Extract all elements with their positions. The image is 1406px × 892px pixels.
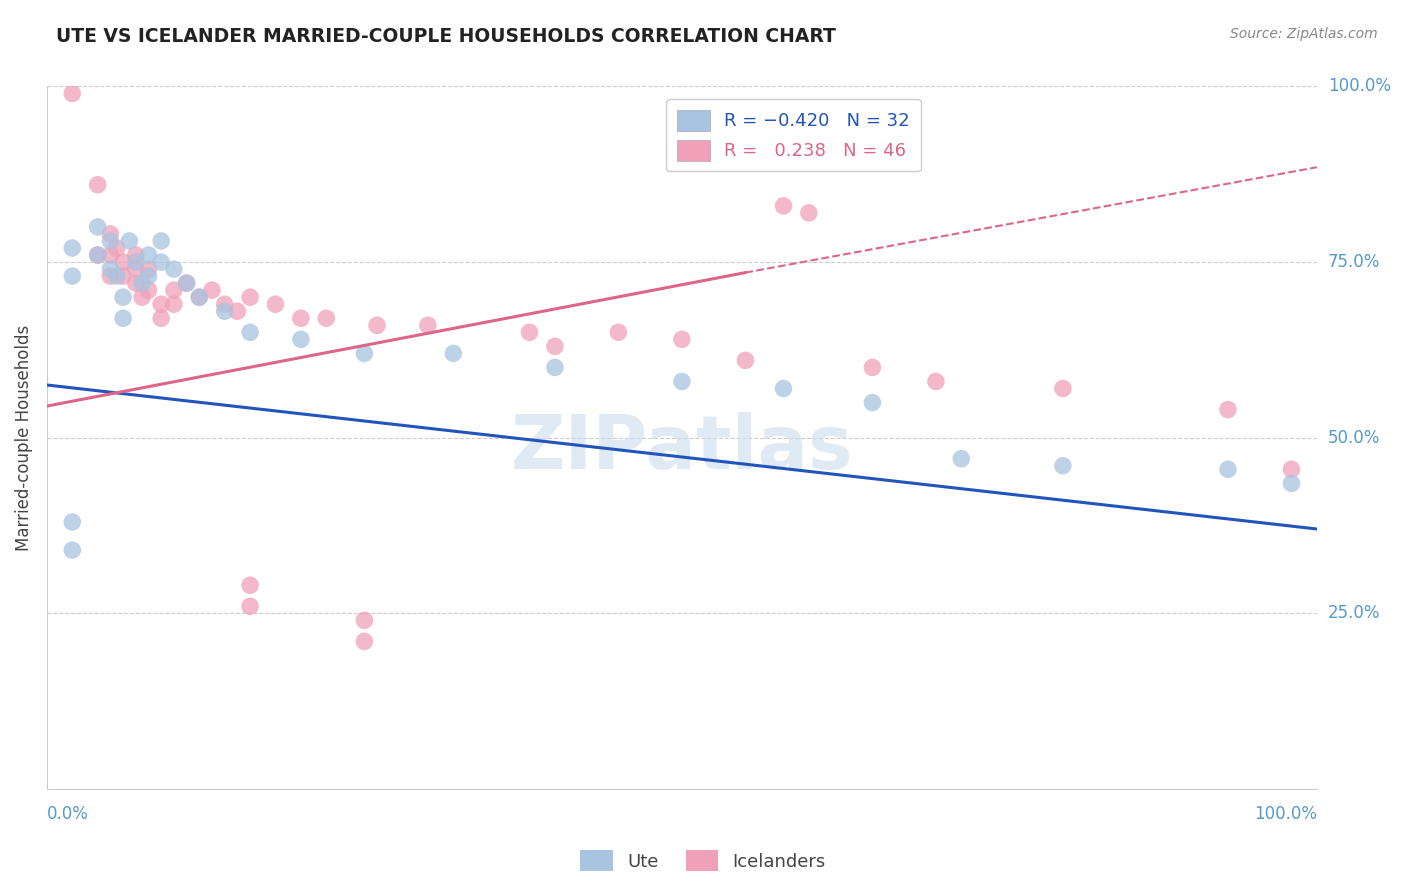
Point xyxy=(150,297,173,311)
Point xyxy=(100,227,122,241)
Legend: Ute, Icelanders: Ute, Icelanders xyxy=(574,843,832,879)
Point xyxy=(734,353,756,368)
Point xyxy=(112,255,135,269)
Point xyxy=(201,283,224,297)
Point xyxy=(226,304,249,318)
Legend: R = −0.420   N = 32, R =   0.238   N = 46: R = −0.420 N = 32, R = 0.238 N = 46 xyxy=(666,99,921,171)
Point xyxy=(1216,462,1239,476)
Point xyxy=(188,290,211,304)
Point xyxy=(366,318,388,333)
Point xyxy=(239,599,262,614)
Point xyxy=(607,326,630,340)
Point xyxy=(239,290,262,304)
Point xyxy=(239,578,262,592)
Point xyxy=(150,255,173,269)
Point xyxy=(239,326,262,340)
Point xyxy=(416,318,439,333)
Point xyxy=(176,276,198,290)
Point xyxy=(353,613,375,627)
Point xyxy=(105,269,128,284)
Point xyxy=(138,283,160,297)
Text: 0.0%: 0.0% xyxy=(46,805,89,823)
Point xyxy=(100,248,122,262)
Point xyxy=(112,311,135,326)
Point xyxy=(60,87,83,101)
Point xyxy=(1052,382,1074,396)
Text: 75.0%: 75.0% xyxy=(1329,253,1381,271)
Point xyxy=(950,451,973,466)
Point xyxy=(163,283,186,297)
Text: ZIPatlas: ZIPatlas xyxy=(510,412,853,484)
Point xyxy=(100,262,122,277)
Point xyxy=(138,248,160,262)
Point xyxy=(125,276,148,290)
Point xyxy=(138,269,160,284)
Text: Source: ZipAtlas.com: Source: ZipAtlas.com xyxy=(1230,27,1378,41)
Point xyxy=(797,206,820,220)
Point xyxy=(112,290,135,304)
Point xyxy=(163,262,186,277)
Point xyxy=(214,304,236,318)
Point xyxy=(100,269,122,284)
Point xyxy=(150,311,173,326)
Point xyxy=(176,276,198,290)
Point xyxy=(163,297,186,311)
Point xyxy=(86,178,108,192)
Point xyxy=(60,515,83,529)
Point xyxy=(112,269,135,284)
Point xyxy=(544,360,567,375)
Point xyxy=(125,262,148,277)
Point xyxy=(1052,458,1074,473)
Point xyxy=(60,269,83,284)
Point xyxy=(1281,476,1303,491)
Point xyxy=(315,311,337,326)
Point xyxy=(138,262,160,277)
Point xyxy=(131,290,153,304)
Point xyxy=(105,241,128,255)
Point xyxy=(544,339,567,353)
Point xyxy=(100,234,122,248)
Point xyxy=(150,234,173,248)
Point xyxy=(86,219,108,234)
Point xyxy=(264,297,287,311)
Point xyxy=(125,255,148,269)
Point xyxy=(860,360,883,375)
Point xyxy=(772,199,794,213)
Point xyxy=(441,346,464,360)
Point xyxy=(125,248,148,262)
Point xyxy=(860,395,883,409)
Point xyxy=(188,290,211,304)
Point xyxy=(671,332,693,346)
Point xyxy=(519,326,541,340)
Point xyxy=(353,346,375,360)
Point xyxy=(86,248,108,262)
Text: 25.0%: 25.0% xyxy=(1329,604,1381,623)
Y-axis label: Married-couple Households: Married-couple Households xyxy=(15,325,32,550)
Point xyxy=(131,276,153,290)
Point xyxy=(671,375,693,389)
Text: UTE VS ICELANDER MARRIED-COUPLE HOUSEHOLDS CORRELATION CHART: UTE VS ICELANDER MARRIED-COUPLE HOUSEHOL… xyxy=(56,27,837,45)
Point xyxy=(60,543,83,558)
Point xyxy=(214,297,236,311)
Point xyxy=(925,375,948,389)
Point xyxy=(353,634,375,648)
Point xyxy=(1216,402,1239,417)
Point xyxy=(1281,462,1303,476)
Point xyxy=(60,241,83,255)
Text: 50.0%: 50.0% xyxy=(1329,429,1381,447)
Point xyxy=(290,332,312,346)
Point xyxy=(290,311,312,326)
Point xyxy=(772,382,794,396)
Text: 100.0%: 100.0% xyxy=(1329,78,1391,95)
Point xyxy=(86,248,108,262)
Text: 100.0%: 100.0% xyxy=(1254,805,1317,823)
Point xyxy=(118,234,141,248)
